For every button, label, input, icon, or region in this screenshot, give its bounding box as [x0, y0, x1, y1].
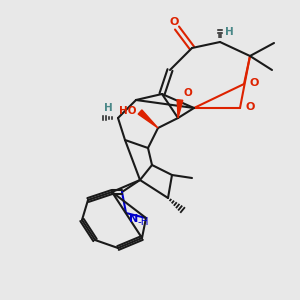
- Polygon shape: [138, 110, 158, 128]
- Text: O: O: [245, 102, 254, 112]
- Polygon shape: [177, 100, 183, 118]
- Text: O: O: [169, 17, 179, 27]
- Text: H: H: [225, 27, 234, 37]
- Text: O: O: [249, 78, 258, 88]
- Text: O: O: [184, 88, 193, 98]
- Text: N: N: [129, 214, 138, 224]
- Text: -H: -H: [138, 217, 149, 227]
- Text: H: H: [104, 103, 113, 113]
- Text: HO: HO: [118, 106, 136, 116]
